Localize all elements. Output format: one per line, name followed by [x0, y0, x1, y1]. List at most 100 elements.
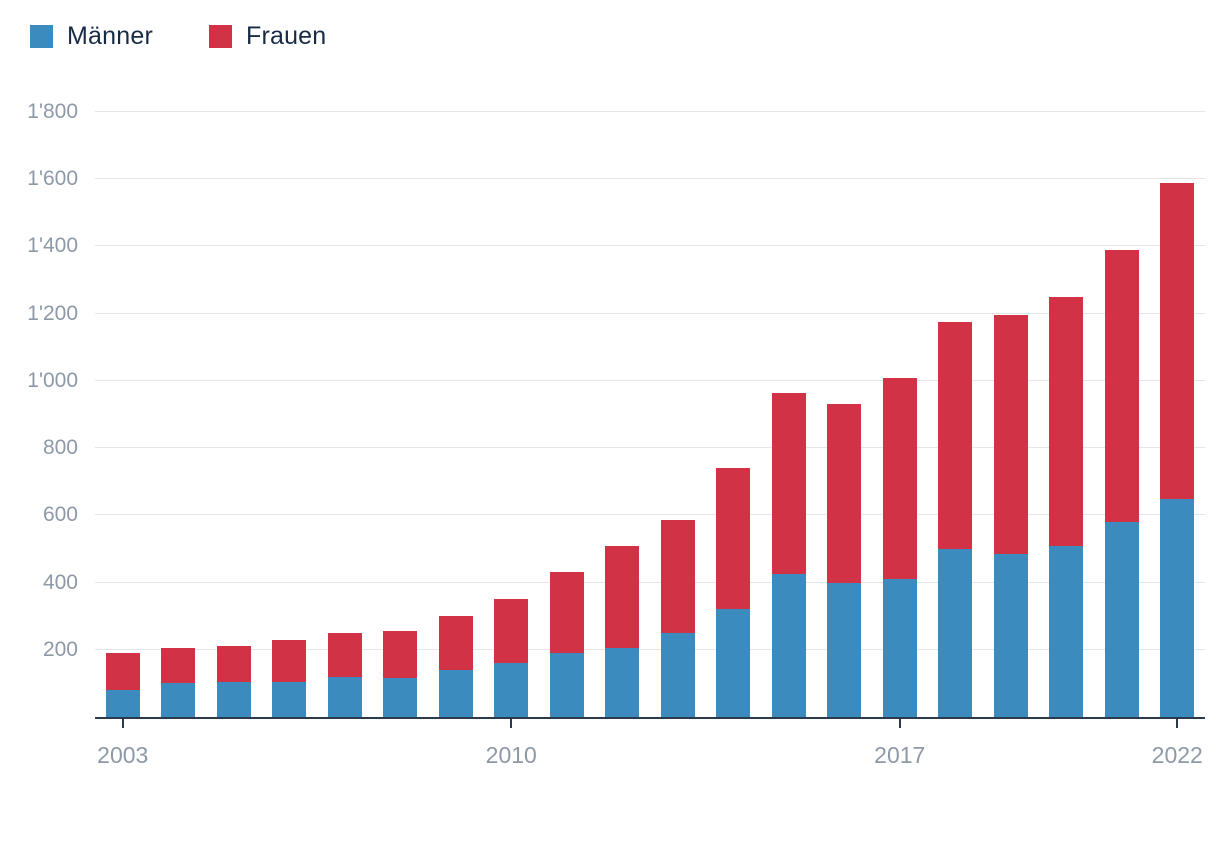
- bar-segment-frauen-2014[interactable]: [716, 468, 751, 610]
- bar-2006[interactable]: [272, 639, 307, 717]
- bar-2003[interactable]: [105, 653, 140, 717]
- bar-2004[interactable]: [161, 648, 196, 717]
- bar-segment-frauen-2003[interactable]: [105, 653, 140, 691]
- legend-label: Frauen: [245, 22, 327, 50]
- bar-segment-frauen-2007[interactable]: [327, 632, 362, 677]
- y-axis-tick-label: 1'800: [27, 100, 78, 123]
- gridline: [95, 514, 1205, 516]
- bar-2014[interactable]: [716, 468, 751, 717]
- y-axis-tick-label: 600: [42, 503, 78, 527]
- x-axis-ticks: [95, 719, 1205, 729]
- x-axis-tick: [1176, 719, 1179, 728]
- bar-segment-frauen-2019[interactable]: [993, 315, 1028, 554]
- y-axis-tick-label: 1'000: [27, 368, 78, 392]
- bar-segment-männer-2005[interactable]: [216, 681, 251, 717]
- bar-segment-männer-2013[interactable]: [660, 632, 695, 717]
- bar-segment-frauen-2022[interactable]: [1160, 182, 1195, 499]
- x-axis-tick-label: 2017: [874, 742, 926, 768]
- y-axis-tick-label: 1'200: [27, 301, 78, 325]
- x-axis-tick: [121, 719, 124, 728]
- gridline: [95, 581, 1205, 583]
- bar-segment-männer-2021[interactable]: [1104, 522, 1139, 717]
- bar-segment-männer-2006[interactable]: [272, 681, 307, 717]
- bar-segment-frauen-2018[interactable]: [938, 322, 973, 549]
- legend-item[interactable]: Frauen: [208, 22, 327, 51]
- legend-item[interactable]: Männer: [30, 22, 153, 51]
- bar-segment-männer-2019[interactable]: [993, 554, 1028, 717]
- x-axis-line: [95, 717, 1205, 719]
- bar-segment-männer-2007[interactable]: [327, 676, 362, 717]
- legend-swatch-icon: [208, 25, 232, 48]
- bar-2017[interactable]: [882, 377, 917, 717]
- legend-swatch-icon: [30, 25, 53, 48]
- bar-segment-männer-2022[interactable]: [1160, 498, 1195, 717]
- bar-2016[interactable]: [827, 404, 862, 717]
- x-axis-tick: [510, 719, 513, 728]
- bar-segment-männer-2004[interactable]: [161, 683, 196, 717]
- x-axis-tick: [898, 719, 901, 728]
- bar-2011[interactable]: [549, 572, 584, 717]
- bar-2020[interactable]: [1049, 296, 1084, 717]
- bar-2018[interactable]: [938, 322, 973, 717]
- gridline: [95, 312, 1205, 314]
- gridline: [95, 379, 1205, 381]
- y-axis-tick-label: 200: [42, 637, 78, 661]
- y-axis-tick-label: 1'400: [27, 234, 78, 258]
- y-axis-tick-label: 1'600: [27, 167, 78, 191]
- bar-segment-frauen-2004[interactable]: [161, 648, 196, 684]
- bar-segment-männer-2014[interactable]: [716, 609, 751, 717]
- bar-segment-frauen-2015[interactable]: [771, 392, 806, 575]
- bar-segment-männer-2017[interactable]: [882, 579, 917, 717]
- x-axis-labels: 2003 2010 2017 2022: [95, 742, 1205, 772]
- bar-segment-männer-2003[interactable]: [105, 690, 140, 717]
- legend-label: Männer: [67, 22, 153, 50]
- gridline: [95, 648, 1205, 650]
- bar-segment-männer-2011[interactable]: [549, 653, 584, 717]
- gridline: [95, 447, 1205, 449]
- bar-2008[interactable]: [383, 631, 418, 717]
- bar-segment-frauen-2020[interactable]: [1049, 296, 1084, 546]
- gridline: [95, 111, 1205, 112]
- bar-segment-frauen-2021[interactable]: [1104, 249, 1139, 523]
- bar-segment-männer-2020[interactable]: [1049, 545, 1084, 717]
- bar-2005[interactable]: [216, 646, 251, 717]
- plot-area: [95, 111, 1205, 717]
- bar-segment-frauen-2010[interactable]: [494, 599, 529, 664]
- chart-legend: Männer Frauen: [30, 22, 326, 51]
- x-axis-tick-label: 2010: [485, 742, 537, 768]
- gridline: [95, 178, 1205, 180]
- y-axis-tick-label: 400: [42, 570, 78, 594]
- bar-2007[interactable]: [327, 632, 362, 717]
- bar-segment-männer-2010[interactable]: [494, 663, 529, 717]
- bar-segment-männer-2018[interactable]: [938, 548, 973, 717]
- gridline: [95, 245, 1205, 247]
- bar-2013[interactable]: [660, 520, 695, 717]
- bar-2019[interactable]: [993, 315, 1028, 717]
- bar-segment-frauen-2012[interactable]: [605, 545, 640, 649]
- y-axis-tick-label: 800: [42, 436, 78, 460]
- bar-segment-frauen-2011[interactable]: [549, 572, 584, 654]
- bar-2022[interactable]: [1160, 182, 1195, 717]
- bar-segment-männer-2008[interactable]: [383, 678, 418, 717]
- bar-segment-frauen-2017[interactable]: [882, 377, 917, 580]
- bar-segment-männer-2016[interactable]: [827, 582, 862, 717]
- bar-2010[interactable]: [494, 599, 529, 717]
- bar-segment-männer-2012[interactable]: [605, 648, 640, 717]
- bar-segment-frauen-2005[interactable]: [216, 646, 251, 682]
- bar-segment-frauen-2008[interactable]: [383, 631, 418, 679]
- x-axis-tick-label: 2022: [1151, 742, 1203, 768]
- bar-segment-männer-2009[interactable]: [438, 669, 473, 717]
- y-axis-labels: 200 400 600 800 1'000 1'200 1'400 1'600 1'800: [0, 100, 78, 717]
- bar-segment-frauen-2013[interactable]: [660, 520, 695, 633]
- bar-segment-frauen-2006[interactable]: [272, 639, 307, 682]
- bar-segment-männer-2015[interactable]: [771, 574, 806, 717]
- bars-container: [95, 112, 1205, 717]
- bar-2015[interactable]: [771, 392, 806, 717]
- bar-2009[interactable]: [438, 616, 473, 717]
- bar-segment-frauen-2009[interactable]: [438, 616, 473, 670]
- bar-2012[interactable]: [605, 545, 640, 717]
- bar-segment-frauen-2016[interactable]: [827, 404, 862, 583]
- bar-2021[interactable]: [1104, 249, 1139, 717]
- x-axis-tick-label: 2003: [97, 742, 149, 768]
